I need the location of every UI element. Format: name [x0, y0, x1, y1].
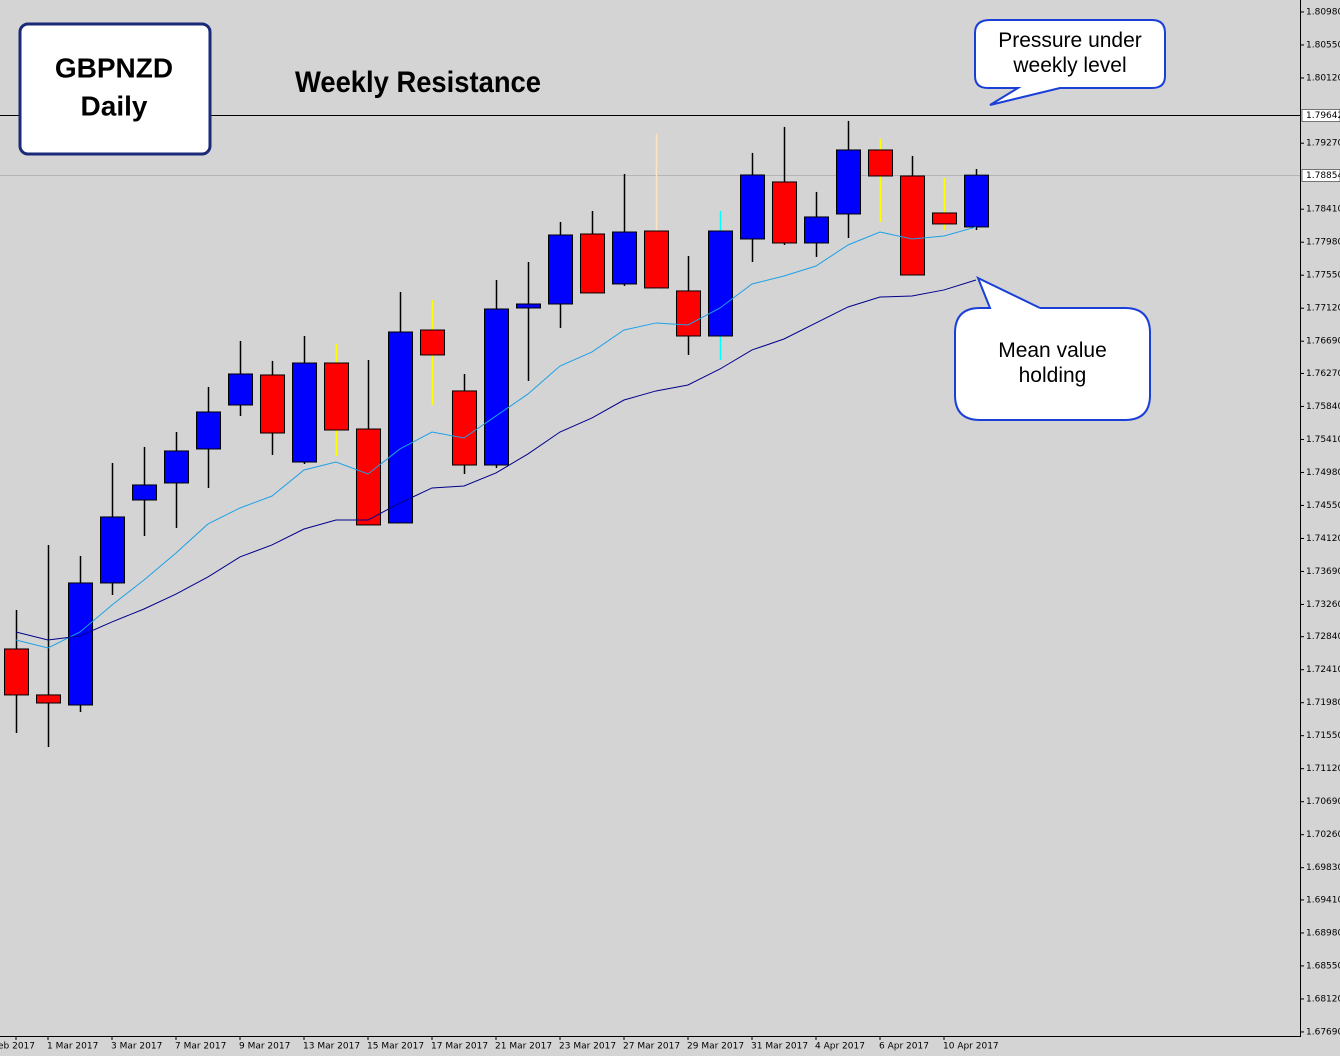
candle-body — [932, 212, 957, 225]
y-tick-label: 1.67690 — [1306, 1027, 1340, 1037]
candle-body — [36, 694, 61, 704]
callout-text: Pressure under weekly level — [998, 29, 1142, 77]
x-tick-label: 7 Mar 2017 — [175, 1042, 226, 1052]
y-tick-label: 1.74120 — [1306, 534, 1340, 544]
candle-body — [196, 411, 221, 450]
y-tick-label: 1.80550 — [1306, 40, 1340, 50]
candle-body — [516, 303, 541, 309]
candle-body — [804, 216, 829, 244]
candle-body — [868, 149, 893, 177]
candle-body — [452, 390, 477, 466]
candle-body — [612, 231, 637, 285]
y-tick-label: 1.72410 — [1306, 665, 1340, 675]
candle-body — [708, 230, 733, 337]
y-tick-label: 1.79270 — [1306, 139, 1340, 149]
x-tick-label: 9 Mar 2017 — [239, 1042, 290, 1052]
candle-body — [484, 308, 509, 466]
candle-body — [676, 290, 701, 337]
y-tick-label: 1.71120 — [1306, 764, 1340, 774]
price-label-box — [1301, 109, 1340, 122]
price-label-box — [1301, 169, 1340, 182]
x-tick-label: 6 Apr 2017 — [879, 1042, 929, 1052]
candle-body — [548, 234, 573, 305]
y-tick-label: 1.73260 — [1306, 600, 1340, 610]
x-tick-label: 4 Apr 2017 — [815, 1042, 865, 1052]
y-tick-label: 1.75410 — [1306, 435, 1340, 445]
candle-body — [740, 174, 765, 240]
callout-text: Mean value holding — [998, 339, 1107, 387]
candle-body — [260, 374, 285, 434]
y-tick-label: 1.77980 — [1306, 238, 1340, 248]
y-tick-label: 1.71550 — [1306, 731, 1340, 741]
candle-body — [324, 362, 349, 431]
x-tick-label: 13 Mar 2017 — [303, 1042, 360, 1052]
moving-average — [15, 226, 977, 649]
x-tick-label: 1 Mar 2017 — [47, 1042, 98, 1052]
candle-body — [836, 149, 861, 215]
x-tick-label: 3 Mar 2017 — [111, 1042, 162, 1052]
y-tick-label: 1.68120 — [1306, 994, 1340, 1004]
x-tick-label: 31 Mar 2017 — [751, 1042, 808, 1052]
x-tick-label: 21 Mar 2017 — [495, 1042, 552, 1052]
candle-body — [420, 329, 445, 356]
candle-body — [228, 373, 253, 406]
candle-body — [580, 233, 605, 294]
callout-box — [974, 19, 1166, 106]
price-label: 1.79642 — [1306, 111, 1340, 121]
chart-title: GBPNZD — [55, 52, 173, 83]
x-tick-label: 10 Apr 2017 — [943, 1042, 999, 1052]
y-tick-label: 1.74550 — [1306, 501, 1340, 511]
candle-body — [772, 181, 797, 244]
candle-body — [164, 450, 189, 484]
candle-body — [356, 428, 381, 526]
y-tick-label: 1.68980 — [1306, 928, 1340, 938]
callout-box — [954, 275, 1151, 421]
y-tick-label: 1.70690 — [1306, 797, 1340, 807]
y-tick-label: 1.73690 — [1306, 567, 1340, 577]
y-tick-label: 1.77550 — [1306, 271, 1340, 281]
y-tick-label: 1.76690 — [1306, 337, 1340, 347]
title-box — [18, 22, 212, 156]
y-tick-label: 1.68550 — [1306, 961, 1340, 971]
x-tick-label: 15 Mar 2017 — [367, 1042, 424, 1052]
y-tick-label: 1.80120 — [1306, 73, 1340, 83]
price-label: 1.78854 — [1306, 171, 1340, 181]
y-tick-label: 1.78410 — [1306, 205, 1340, 215]
y-tick-label: 1.69410 — [1306, 895, 1340, 905]
candle-body — [68, 582, 93, 706]
annotation: Weekly Resistance — [295, 66, 541, 99]
callout-text-wrap: Pressure under weekly level — [998, 29, 1142, 77]
x-tick-label: 27 Mar 2017 — [623, 1042, 680, 1052]
y-tick-label: 1.72840 — [1306, 632, 1340, 642]
y-tick-label: 1.69830 — [1306, 863, 1340, 873]
y-tick-label: 1.80980 — [1306, 7, 1340, 17]
x-tick-label: 17 Mar 2017 — [431, 1042, 488, 1052]
chart-subtitle: Daily — [81, 90, 148, 121]
x-tick-label: Feb 2017 — [0, 1042, 35, 1052]
y-tick-label: 1.71980 — [1306, 698, 1340, 708]
plot-area — [0, 115, 1300, 747]
y-tick-label: 1.76270 — [1306, 369, 1340, 379]
y-tick-label: 1.77120 — [1306, 304, 1340, 314]
candle-body — [132, 484, 157, 501]
candle-body — [292, 362, 317, 463]
candle-body — [100, 516, 125, 584]
x-tick-label: 29 Mar 2017 — [687, 1042, 744, 1052]
x-tick-label: 23 Mar 2017 — [559, 1042, 616, 1052]
candle-body — [900, 175, 925, 276]
y-tick-label: 1.74980 — [1306, 468, 1340, 478]
moving-average — [15, 279, 977, 641]
candle-body — [388, 331, 413, 524]
candle-body — [644, 230, 669, 289]
y-tick-label: 1.70260 — [1306, 830, 1340, 840]
candle-body — [4, 648, 29, 696]
candle-body — [964, 174, 989, 228]
callout-text-wrap: Mean value holding — [998, 339, 1107, 387]
y-tick-label: 1.75840 — [1306, 402, 1340, 412]
